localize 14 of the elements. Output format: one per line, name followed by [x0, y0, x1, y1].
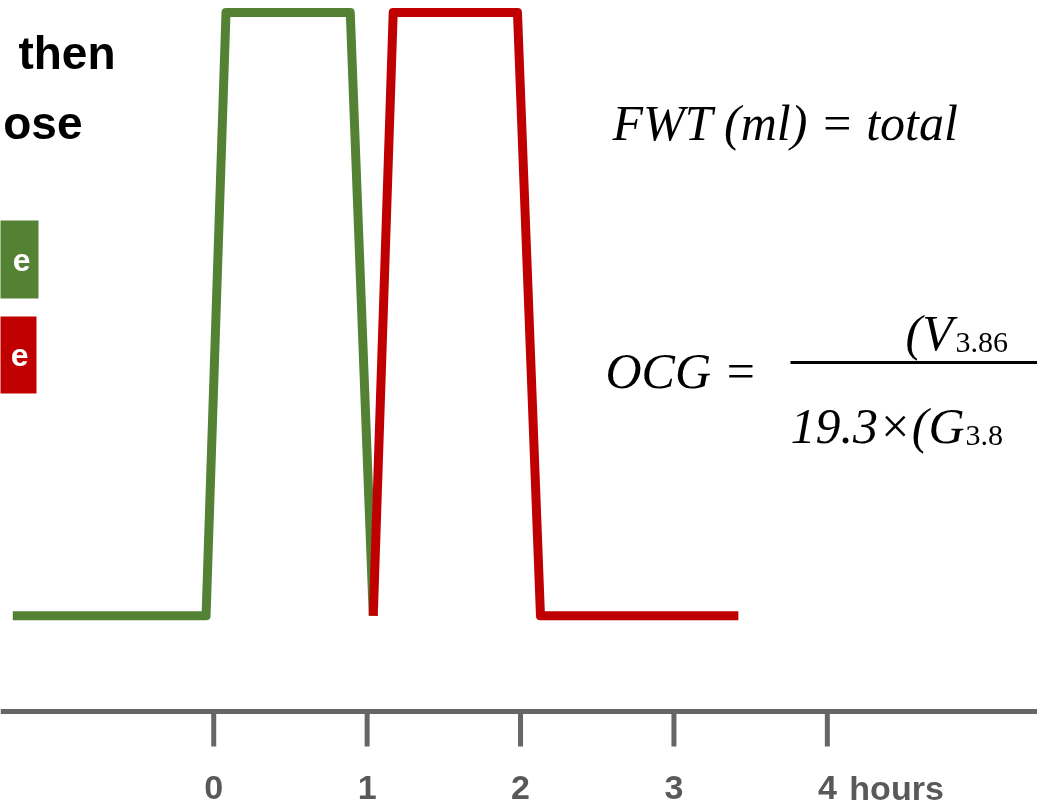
x-tick-label: 1: [357, 768, 377, 806]
annotation: FWT (ml) = total: [611, 94, 958, 151]
text: e: [10, 337, 29, 373]
annotation: then: [18, 26, 116, 79]
x-tick-label: 3: [664, 768, 684, 806]
x-tick-label: 0: [204, 768, 224, 806]
annotation: OCG =: [605, 342, 758, 399]
annotation: 19.3×(G3.8: [790, 397, 1003, 454]
annotation: ose: [3, 96, 83, 149]
x-axis-title: hours: [849, 768, 944, 806]
annotation: (V3.86: [905, 304, 1008, 361]
text: e: [12, 241, 31, 278]
x-tick-label: 2: [511, 768, 530, 806]
x-tick-label: 4: [817, 768, 837, 806]
